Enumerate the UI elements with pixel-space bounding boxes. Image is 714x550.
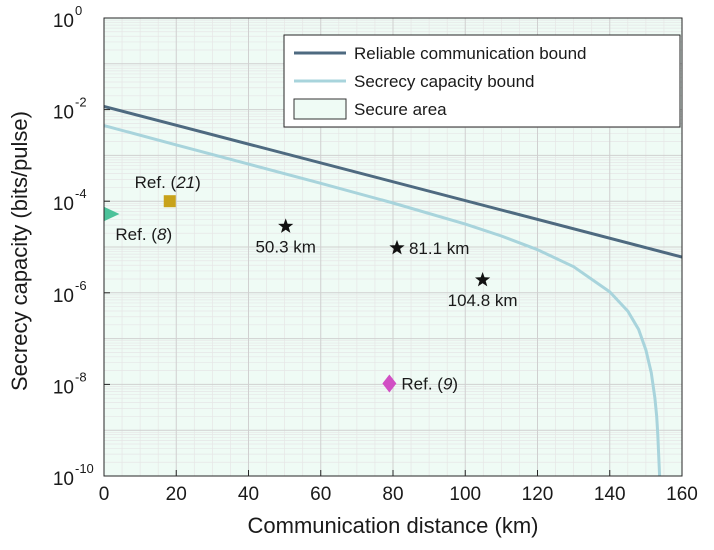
legend-swatch-secure-area <box>293 98 347 120</box>
data-point-star <box>278 218 294 233</box>
series-line-reliable-bound <box>103 104 683 259</box>
ref-prefix: Ref. ( <box>115 225 157 244</box>
ref-prefix: Ref. ( <box>401 374 443 393</box>
data-point-star <box>475 272 491 287</box>
legend: Reliable communication bound Secrecy cap… <box>283 34 681 128</box>
y-tick-exponent: -8 <box>75 369 87 384</box>
y-tick-exponent: -2 <box>75 95 87 110</box>
y-tick-label: 10 <box>53 11 74 32</box>
x-axis-ticks: 0 20 40 60 80 100 120 140 160 <box>99 470 698 505</box>
legend-label-secure-area: Secure area <box>354 100 447 119</box>
y-tick-exponent: -6 <box>75 278 87 293</box>
series-layer <box>103 104 683 477</box>
y-tick-label: 10 <box>53 469 74 490</box>
legend-box <box>283 34 681 128</box>
data-point-label: 104.8 km <box>448 291 518 310</box>
ref-suffix: ) <box>195 173 201 192</box>
y-tick-exponent: -10 <box>75 461 94 476</box>
y-axis-title: Secrecy capacity (bits/pulse) <box>7 111 32 391</box>
x-tick-label: 40 <box>238 484 259 505</box>
x-tick-label: 80 <box>382 484 403 505</box>
legend-label-secrecy-bound: Secrecy capacity bound <box>354 72 535 91</box>
data-point-diamond <box>382 374 397 393</box>
y-tick-label: 10 <box>53 194 74 215</box>
x-tick-label: 100 <box>449 484 481 505</box>
data-point-square <box>163 195 176 208</box>
ref-number: 8 <box>157 225 167 244</box>
ref-suffix: ) <box>452 374 458 393</box>
ref-suffix: ) <box>166 225 172 244</box>
y-tick-label: 10 <box>53 377 74 398</box>
legend-label-reliable-bound: Reliable communication bound <box>354 44 586 63</box>
y-tick-label: 10 <box>53 103 74 124</box>
y-tick-exponent: 0 <box>75 3 82 18</box>
y-tick-exponent: -4 <box>75 186 87 201</box>
x-tick-label: 0 <box>99 484 110 505</box>
y-tick-label: 10 <box>53 286 74 307</box>
x-tick-label: 160 <box>666 484 698 505</box>
ref-prefix: Ref. ( <box>135 173 177 192</box>
x-tick-label: 140 <box>594 484 626 505</box>
data-point-label: Ref. (9) <box>401 374 458 393</box>
data-point-label: Ref. (21) <box>135 173 201 192</box>
data-point-label: 81.1 km <box>409 239 469 258</box>
x-tick-label: 60 <box>310 484 331 505</box>
x-tick-label: 20 <box>166 484 187 505</box>
data-point-star <box>389 239 405 255</box>
ref-number: 21 <box>175 173 195 192</box>
data-point-triangle <box>104 207 120 222</box>
x-axis-title: Communication distance (km) <box>248 513 539 538</box>
x-tick-label: 120 <box>522 484 554 505</box>
series-line-secrecy-bound <box>103 124 662 477</box>
data-point-label: 50.3 km <box>255 237 315 256</box>
data-point-label: Ref. (8) <box>115 225 172 244</box>
ref-number: 9 <box>443 374 453 393</box>
